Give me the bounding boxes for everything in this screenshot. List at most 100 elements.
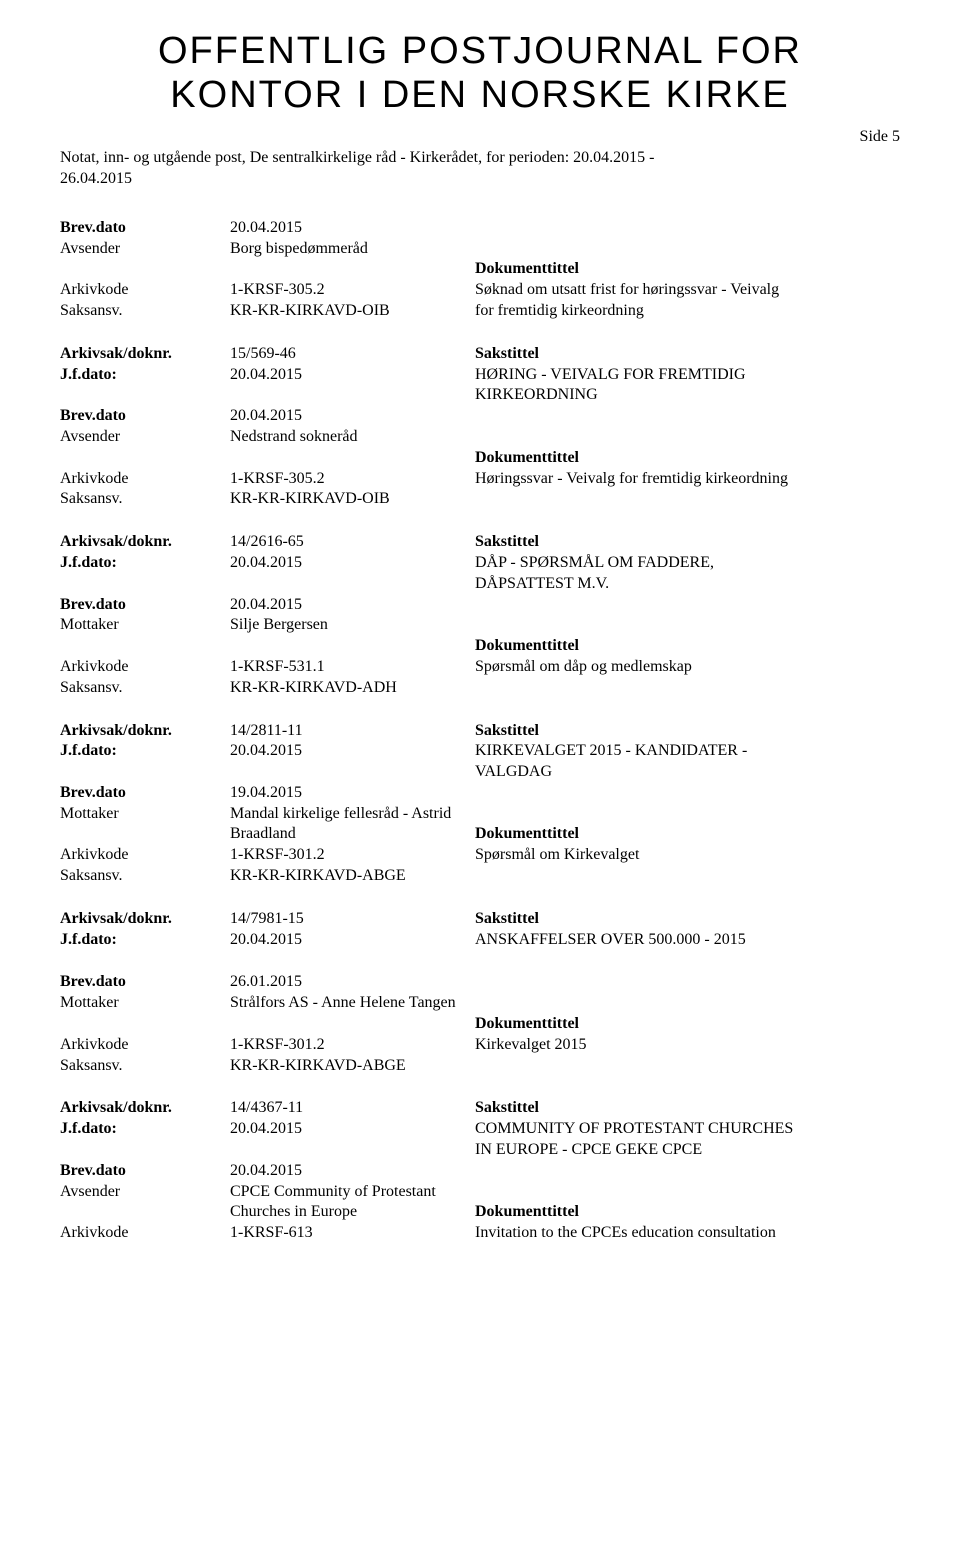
row-right: VALGDAG xyxy=(475,762,900,783)
row-right: HØRING - VEIVALG FOR FREMTIDIG xyxy=(475,365,900,386)
row-right: IN EUROPE - CPCE GEKE CPCE xyxy=(475,1140,900,1161)
row-value: CPCE Community of Protestant xyxy=(230,1182,475,1203)
row-label: Arkivsak/doknr. xyxy=(60,1098,230,1119)
row-right: Kirkevalget 2015 xyxy=(475,1035,900,1056)
row-label: Brev.dato xyxy=(60,218,230,239)
row-right: Spørsmål om Kirkevalget xyxy=(475,845,900,866)
row-label: Avsender xyxy=(60,239,230,260)
row-value: 14/2616-65 xyxy=(230,532,475,553)
entry-row: Brev.dato20.04.2015 xyxy=(60,406,900,427)
row-right xyxy=(475,489,900,510)
row-right xyxy=(475,595,900,616)
row-value: 1-KRSF-531.1 xyxy=(230,657,475,678)
row-right: Sakstittel xyxy=(475,721,900,742)
row-value xyxy=(230,636,475,657)
row-value: 19.04.2015 xyxy=(230,783,475,804)
row-label: Arkivkode xyxy=(60,280,230,301)
row-value: 20.04.2015 xyxy=(230,553,475,574)
row-label: Avsender xyxy=(60,1182,230,1203)
row-right: COMMUNITY OF PROTESTANT CHURCHES xyxy=(475,1119,900,1140)
page-title: OFFENTLIG POSTJOURNAL FOR KONTOR I DEN N… xyxy=(60,30,900,117)
row-value: 1-KRSF-613 xyxy=(230,1223,475,1244)
row-label: Arkivkode xyxy=(60,657,230,678)
period-line-1: Notat, inn- og utgående post, De sentral… xyxy=(60,148,900,169)
row-value: KR-KR-KIRKAVD-OIB xyxy=(230,301,475,322)
row-value: 14/7981-15 xyxy=(230,909,475,930)
row-value xyxy=(230,1140,475,1161)
row-right: Dokumenttittel xyxy=(475,1202,900,1223)
row-label: Arkivkode xyxy=(60,1035,230,1056)
entry-row: Dokumenttittel xyxy=(60,636,900,657)
row-value: Strålfors AS - Anne Helene Tangen xyxy=(230,993,475,1014)
row-label xyxy=(60,448,230,469)
row-label: Mottaker xyxy=(60,804,230,825)
entry-row: Arkivkode1-KRSF-531.1Spørsmål om dåp og … xyxy=(60,657,900,678)
row-value: Nedstrand sokneråd xyxy=(230,427,475,448)
journal-entry: Brev.dato20.04.2015AvsenderBorg bispedøm… xyxy=(60,218,900,322)
row-value xyxy=(230,448,475,469)
row-value: 20.04.2015 xyxy=(230,595,475,616)
entry-row: Brev.dato20.04.2015 xyxy=(60,1161,900,1182)
row-value: KR-KR-KIRKAVD-ABGE xyxy=(230,1056,475,1077)
row-label: Mottaker xyxy=(60,615,230,636)
title-line-1: OFFENTLIG POSTJOURNAL FOR xyxy=(158,30,802,72)
row-label: Saksansv. xyxy=(60,678,230,699)
entry-row: J.f.dato:20.04.2015ANSKAFFELSER OVER 500… xyxy=(60,930,900,951)
entry-row: Arkivkode1-KRSF-305.2Søknad om utsatt fr… xyxy=(60,280,900,301)
row-value xyxy=(230,1014,475,1035)
row-right xyxy=(475,1056,900,1077)
row-label: Brev.dato xyxy=(60,783,230,804)
row-value: 20.04.2015 xyxy=(230,1161,475,1182)
entry-row: Brev.dato20.04.2015 xyxy=(60,218,900,239)
row-label: Saksansv. xyxy=(60,489,230,510)
entry-row: Saksansv.KR-KR-KIRKAVD-OIB xyxy=(60,489,900,510)
row-label: Brev.dato xyxy=(60,1161,230,1182)
entry-row: KIRKEORDNING xyxy=(60,385,900,406)
row-right: Dokumenttittel xyxy=(475,636,900,657)
row-right: Dokumenttittel xyxy=(475,1014,900,1035)
row-value: Silje Bergersen xyxy=(230,615,475,636)
row-right: DÅP - SPØRSMÅL OM FADDERE, xyxy=(475,553,900,574)
row-value: 14/4367-11 xyxy=(230,1098,475,1119)
row-right xyxy=(475,804,900,825)
entry-row: Dokumenttittel xyxy=(60,448,900,469)
entry-row: DÅPSATTEST M.V. xyxy=(60,574,900,595)
row-value xyxy=(230,385,475,406)
row-label xyxy=(60,1014,230,1035)
row-label: Mottaker xyxy=(60,993,230,1014)
entry-row: AvsenderCPCE Community of Protestant xyxy=(60,1182,900,1203)
page-subheader: Side 5 Notat, inn- og utgående post, De … xyxy=(60,127,900,189)
entry-row: MottakerSilje Bergersen xyxy=(60,615,900,636)
journal-entry: Brev.dato26.01.2015MottakerStrålfors AS … xyxy=(60,972,900,1076)
journal-entry: Arkivsak/doknr.14/2616-65SakstittelJ.f.d… xyxy=(60,532,900,698)
row-right xyxy=(475,866,900,887)
entry-row: Brev.dato26.01.2015 xyxy=(60,972,900,993)
row-label: Arkivsak/doknr. xyxy=(60,532,230,553)
row-label: J.f.dato: xyxy=(60,365,230,386)
row-label: Arkivsak/doknr. xyxy=(60,721,230,742)
row-label: Saksansv. xyxy=(60,1056,230,1077)
row-value: Borg bispedømmeråd xyxy=(230,239,475,260)
row-label xyxy=(60,259,230,280)
row-value: Braadland xyxy=(230,824,475,845)
row-right xyxy=(475,783,900,804)
row-label: Saksansv. xyxy=(60,301,230,322)
journal-entry: Arkivsak/doknr.14/4367-11SakstittelJ.f.d… xyxy=(60,1098,900,1244)
row-value: 20.04.2015 xyxy=(230,218,475,239)
row-right: Spørsmål om dåp og medlemskap xyxy=(475,657,900,678)
row-label xyxy=(60,1202,230,1223)
entry-row: Arkivsak/doknr.14/2811-11Sakstittel xyxy=(60,721,900,742)
entry-row: Churches in EuropeDokumenttittel xyxy=(60,1202,900,1223)
row-value: 1-KRSF-305.2 xyxy=(230,469,475,490)
entry-row: BraadlandDokumenttittel xyxy=(60,824,900,845)
row-label: Brev.dato xyxy=(60,595,230,616)
row-right: Dokumenttittel xyxy=(475,259,900,280)
row-label: J.f.dato: xyxy=(60,741,230,762)
row-value: KR-KR-KIRKAVD-ABGE xyxy=(230,866,475,887)
entry-row: Brev.dato20.04.2015 xyxy=(60,595,900,616)
row-label: J.f.dato: xyxy=(60,930,230,951)
entry-row: AvsenderNedstrand sokneråd xyxy=(60,427,900,448)
row-right: Sakstittel xyxy=(475,532,900,553)
row-label: Arkivsak/doknr. xyxy=(60,909,230,930)
row-right: Sakstittel xyxy=(475,344,900,365)
